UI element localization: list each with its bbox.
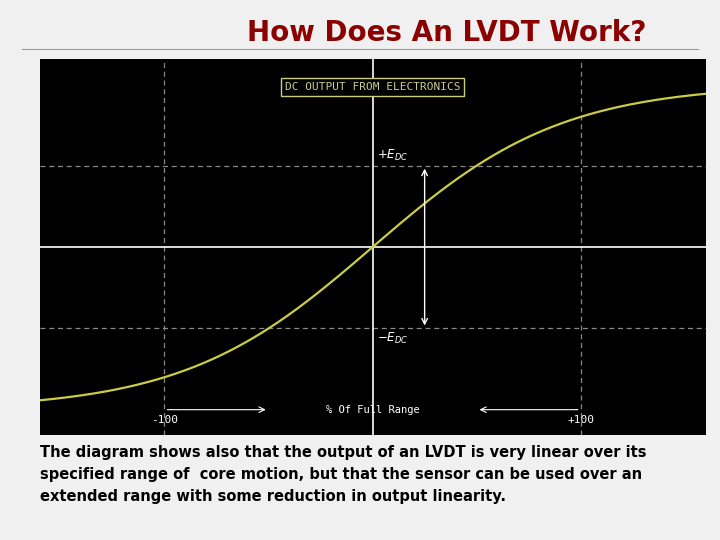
Text: +100: +100 (567, 415, 594, 424)
Text: $+E_{DC}$: $+E_{DC}$ (377, 148, 408, 163)
Text: How Does An LVDT Work?: How Does An LVDT Work? (247, 19, 646, 47)
Text: The diagram shows also that the output of an LVDT is very linear over its
specif: The diagram shows also that the output o… (40, 446, 646, 504)
Text: -100: -100 (151, 415, 178, 424)
Text: DC OUTPUT FROM ELECTRONICS: DC OUTPUT FROM ELECTRONICS (285, 82, 460, 92)
Text: % Of Full Range: % Of Full Range (325, 404, 420, 415)
Text: $-E_{DC}$: $-E_{DC}$ (377, 331, 408, 346)
